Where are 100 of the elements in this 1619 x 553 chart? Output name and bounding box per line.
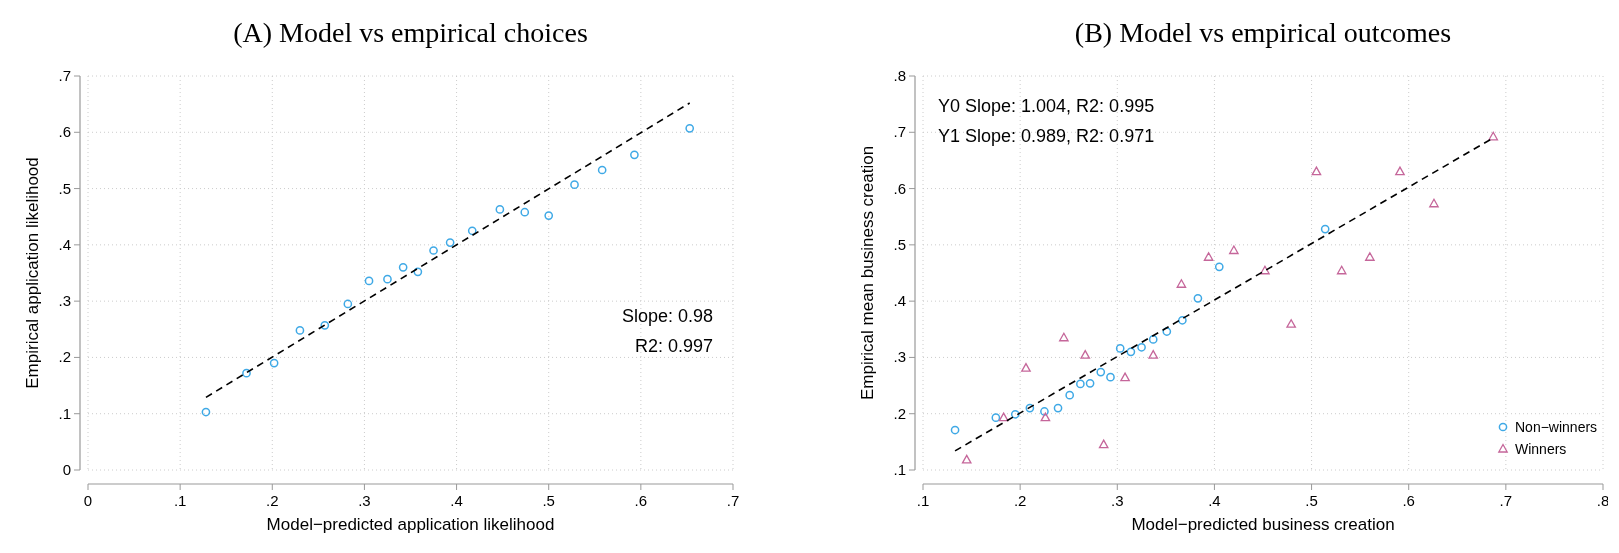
point [1059, 332, 1069, 342]
legend-label: Winners [1515, 441, 1567, 457]
y-tick-label: .4 [893, 292, 906, 310]
point [467, 226, 477, 236]
point [1488, 131, 1499, 141]
point [1040, 407, 1049, 416]
y-axis-title: Empirical mean business creation [858, 145, 877, 401]
y-tick-label: .3 [893, 348, 906, 366]
x-tick-label: .4 [450, 492, 463, 509]
point [1214, 262, 1224, 272]
x-axis-title: Model−predicted business creation [1131, 515, 1395, 534]
point [343, 299, 353, 309]
point [597, 165, 607, 175]
point [991, 413, 1001, 422]
point [1320, 224, 1330, 234]
point [1076, 379, 1085, 389]
point [1176, 279, 1187, 288]
point [1203, 252, 1214, 261]
point [1260, 265, 1270, 275]
point [1085, 378, 1095, 388]
y-tick-label: .8 [893, 67, 906, 84]
point [1286, 319, 1297, 328]
point [1148, 335, 1158, 344]
x-tick-label: .1 [916, 492, 930, 509]
y-tick-label: .7 [893, 123, 906, 141]
point [1021, 362, 1031, 372]
chart-title: (B) Model vs empirical outcomes [1074, 17, 1452, 48]
y-tick-label: .6 [58, 123, 71, 141]
x-tick-label: .7 [1499, 492, 1513, 509]
annotation: Slope: 0.98 [621, 306, 713, 326]
x-tick-label: .6 [634, 492, 648, 509]
x-tick-label: .4 [1208, 492, 1221, 509]
point [1120, 372, 1130, 382]
point [1106, 372, 1115, 382]
point [242, 368, 251, 378]
legend-label: Non−winners [1515, 419, 1598, 435]
annotation: Y0 Slope: 1.004, R2: 0.995 [938, 96, 1155, 116]
point [1010, 409, 1020, 419]
point [1178, 315, 1187, 325]
point [1395, 166, 1405, 176]
point [630, 150, 639, 160]
point [1025, 403, 1035, 413]
x-axis-title: Model−predicted application likelihood [266, 515, 555, 534]
point [998, 412, 1009, 422]
y-tick-label: .5 [893, 235, 906, 253]
y-axis-title: Empirical application likelihood [23, 157, 42, 389]
y-tick-label: 0 [62, 461, 71, 478]
point [383, 274, 392, 284]
point [413, 267, 423, 277]
y-tick-label: .2 [893, 404, 906, 422]
y-tick-label: .7 [58, 67, 71, 84]
point [1053, 403, 1063, 413]
x-tick-label: .7 [726, 492, 740, 509]
point [495, 205, 505, 214]
x-tick-label: .5 [1305, 492, 1318, 509]
y-tick-label: .1 [893, 461, 906, 478]
point [1080, 350, 1091, 359]
point [1229, 245, 1239, 255]
annotation: Y1 Slope: 0.989, R2: 0.971 [938, 126, 1155, 146]
point [1115, 344, 1125, 353]
y-tick-label: .1 [58, 404, 71, 422]
point [1126, 347, 1136, 357]
x-tick-label: .6 [1402, 492, 1415, 509]
point [570, 180, 579, 189]
x-tick-label: .5 [542, 492, 555, 509]
point [950, 425, 960, 435]
point [544, 211, 554, 220]
point [320, 321, 330, 330]
point [1311, 166, 1322, 176]
point [1096, 367, 1106, 377]
point [685, 124, 695, 133]
point [1148, 350, 1159, 359]
point [520, 207, 530, 217]
point [429, 246, 438, 255]
point [269, 358, 279, 368]
x-tick-label: .1 [173, 492, 187, 509]
point [1336, 265, 1347, 275]
point [1193, 293, 1203, 303]
point [1040, 412, 1051, 422]
x-tick-label: .2 [1013, 492, 1027, 509]
point [445, 238, 455, 247]
point [398, 263, 408, 272]
point [201, 407, 211, 417]
y-tick-label: .4 [58, 235, 71, 253]
x-tick-label: .3 [1111, 492, 1124, 509]
y-tick-label: .6 [893, 179, 906, 197]
point [1137, 342, 1146, 352]
y-tick-label: .5 [58, 179, 71, 197]
x-tick-label: 0 [83, 492, 93, 509]
y-tick-label: .2 [58, 348, 71, 366]
point [1098, 439, 1109, 449]
chart-title: (A) Model vs empirical choices [233, 17, 588, 48]
point [1365, 252, 1375, 261]
point [364, 276, 374, 286]
x-tick-label: .8 [1596, 492, 1610, 509]
x-tick-label: .3 [358, 492, 371, 509]
point [961, 454, 972, 464]
point [1065, 390, 1075, 400]
point [295, 326, 305, 335]
point [1429, 198, 1439, 208]
